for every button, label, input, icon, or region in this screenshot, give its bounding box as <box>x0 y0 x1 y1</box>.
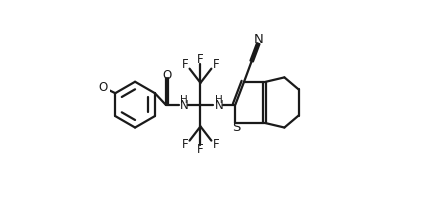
Text: N: N <box>253 33 263 46</box>
Text: H: H <box>215 95 223 105</box>
Text: F: F <box>182 58 188 71</box>
Text: F: F <box>182 138 188 151</box>
Text: S: S <box>232 121 240 134</box>
Text: F: F <box>212 58 219 71</box>
Text: F: F <box>197 143 204 156</box>
Text: F: F <box>212 138 219 151</box>
Text: H: H <box>180 95 188 105</box>
Text: N: N <box>180 99 188 112</box>
Text: O: O <box>99 81 108 94</box>
Text: O: O <box>162 69 171 82</box>
Text: F: F <box>197 53 204 66</box>
Text: N: N <box>215 99 223 112</box>
